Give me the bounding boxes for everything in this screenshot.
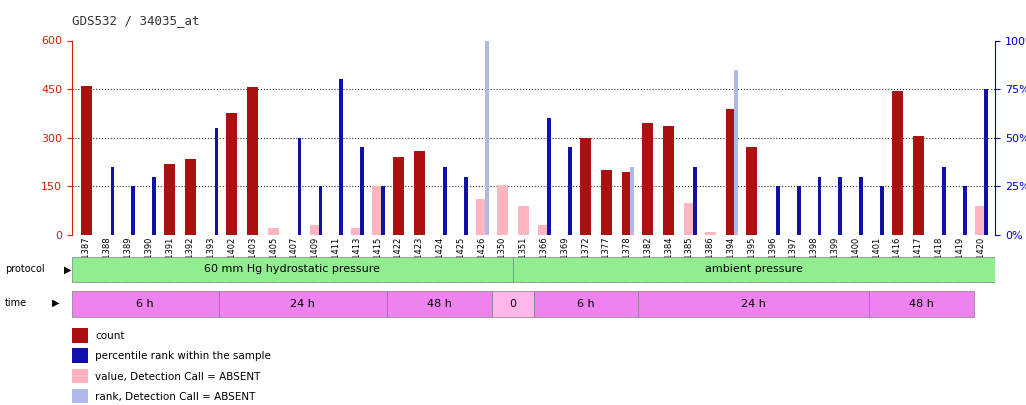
Bar — [539, 225, 549, 235]
Bar — [476, 199, 487, 235]
Bar — [227, 113, 237, 235]
Bar — [797, 186, 800, 235]
Text: 24 h: 24 h — [290, 299, 315, 309]
Text: 60 mm Hg hydrostatic pressure: 60 mm Hg hydrostatic pressure — [204, 264, 381, 274]
Bar — [72, 389, 88, 403]
Bar — [631, 167, 634, 235]
Bar — [298, 138, 302, 235]
Bar — [838, 177, 842, 235]
Bar — [360, 147, 364, 235]
Bar — [943, 167, 946, 235]
Bar — [776, 186, 780, 235]
Bar — [747, 147, 757, 235]
Bar — [464, 177, 468, 235]
Bar — [547, 118, 551, 235]
FancyBboxPatch shape — [219, 291, 387, 317]
Bar — [735, 70, 738, 235]
Bar — [443, 167, 447, 235]
FancyBboxPatch shape — [513, 257, 995, 282]
Bar — [892, 91, 903, 235]
Bar — [693, 167, 697, 235]
Bar — [372, 186, 383, 235]
Bar — [975, 206, 986, 235]
Text: count: count — [94, 331, 124, 341]
Bar — [913, 136, 923, 235]
Text: rank, Detection Call = ABSENT: rank, Detection Call = ABSENT — [94, 392, 255, 402]
Text: 6 h: 6 h — [578, 299, 595, 309]
Bar — [268, 228, 279, 235]
Bar — [880, 186, 883, 235]
Bar — [984, 89, 988, 235]
Text: 48 h: 48 h — [427, 299, 451, 309]
Bar — [185, 159, 196, 235]
Bar — [818, 177, 821, 235]
Bar — [214, 128, 219, 235]
FancyBboxPatch shape — [638, 291, 869, 317]
Text: ▶: ▶ — [64, 264, 71, 274]
FancyBboxPatch shape — [534, 291, 638, 317]
Bar — [340, 79, 343, 235]
Bar — [580, 138, 591, 235]
Bar — [131, 186, 135, 235]
Bar — [164, 164, 175, 235]
Bar — [310, 225, 320, 235]
Bar — [413, 151, 425, 235]
Bar — [684, 202, 695, 235]
Bar — [152, 177, 156, 235]
Bar — [601, 170, 611, 235]
FancyBboxPatch shape — [72, 291, 219, 317]
Bar — [318, 186, 322, 235]
Bar — [705, 232, 716, 235]
FancyBboxPatch shape — [491, 291, 534, 317]
Bar — [568, 147, 571, 235]
Text: ▶: ▶ — [52, 298, 60, 308]
Bar — [247, 87, 259, 235]
Text: GDS532 / 34035_at: GDS532 / 34035_at — [72, 14, 199, 27]
Bar — [72, 348, 88, 363]
Bar — [393, 157, 404, 235]
Bar — [485, 0, 488, 235]
Bar — [622, 172, 633, 235]
Bar — [72, 328, 88, 343]
FancyBboxPatch shape — [387, 291, 491, 317]
Text: 0: 0 — [509, 299, 516, 309]
Text: percentile rank within the sample: percentile rank within the sample — [94, 352, 271, 361]
FancyBboxPatch shape — [72, 257, 513, 282]
Text: value, Detection Call = ABSENT: value, Detection Call = ABSENT — [94, 372, 261, 382]
Text: 6 h: 6 h — [136, 299, 154, 309]
Bar — [351, 228, 362, 235]
Bar — [497, 185, 508, 235]
Bar — [518, 206, 528, 235]
Bar — [663, 126, 674, 235]
Bar — [111, 167, 114, 235]
Bar — [72, 369, 88, 383]
Text: 48 h: 48 h — [909, 299, 935, 309]
Bar — [642, 123, 654, 235]
FancyBboxPatch shape — [869, 291, 975, 317]
Bar — [859, 177, 863, 235]
Text: 24 h: 24 h — [742, 299, 766, 309]
Text: protocol: protocol — [5, 264, 45, 274]
Bar — [725, 109, 737, 235]
Bar — [381, 186, 385, 235]
Bar — [81, 86, 92, 235]
Text: ambient pressure: ambient pressure — [705, 264, 802, 274]
Text: time: time — [5, 298, 28, 308]
Bar — [963, 186, 966, 235]
